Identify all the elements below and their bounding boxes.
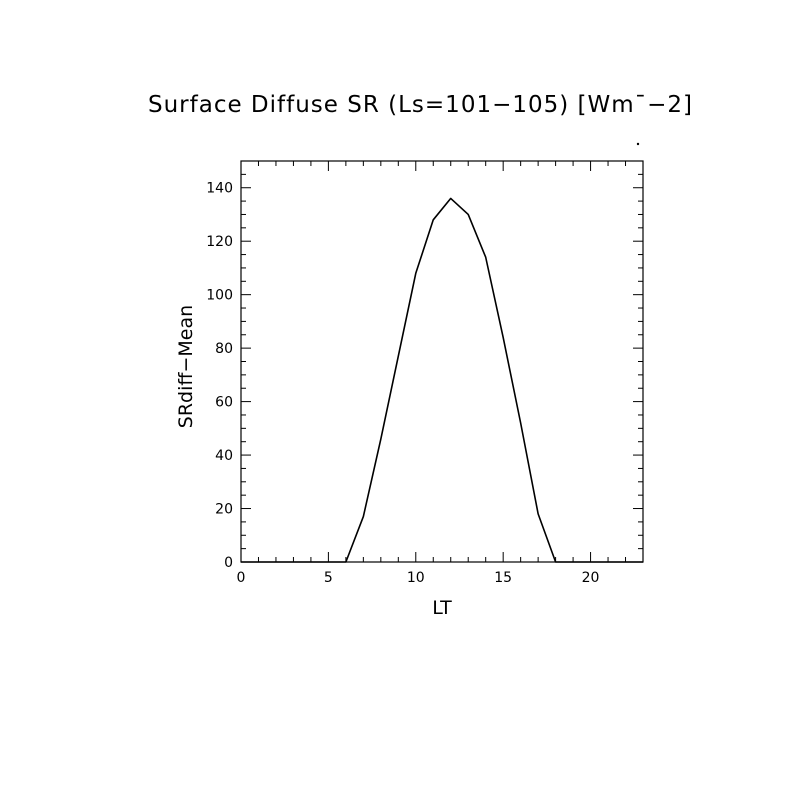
y-tick-label: 140 (206, 181, 233, 197)
y-tick-label: 20 (215, 502, 233, 518)
x-tick-label: 15 (494, 570, 512, 586)
x-tick-label: 5 (324, 570, 333, 586)
plot-frame (240, 160, 644, 563)
y-tick-label: 80 (215, 341, 233, 357)
x-axis-label: LT (432, 597, 452, 619)
y-tick-label: 60 (215, 395, 233, 411)
y-tick-label: 40 (215, 448, 233, 464)
y-tick-label: 0 (224, 555, 233, 571)
y-tick-label: 120 (206, 234, 233, 250)
series-line (241, 197, 643, 563)
x-tick-label: 0 (237, 570, 246, 586)
chart-title: Surface Diffuse SR (Ls=101−105) [Wm¯−2] (148, 92, 693, 118)
corner-dot (636, 142, 640, 146)
x-tick-label: 10 (407, 570, 425, 586)
y-axis-label: SRdiff−Mean (175, 305, 197, 428)
x-tick-label: 20 (582, 570, 600, 586)
y-tick-label: 100 (206, 288, 233, 304)
